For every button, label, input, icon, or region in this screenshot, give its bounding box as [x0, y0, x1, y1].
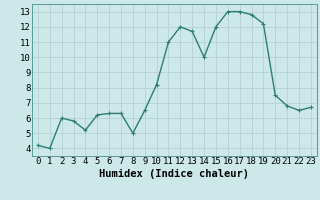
X-axis label: Humidex (Indice chaleur): Humidex (Indice chaleur): [100, 169, 249, 179]
